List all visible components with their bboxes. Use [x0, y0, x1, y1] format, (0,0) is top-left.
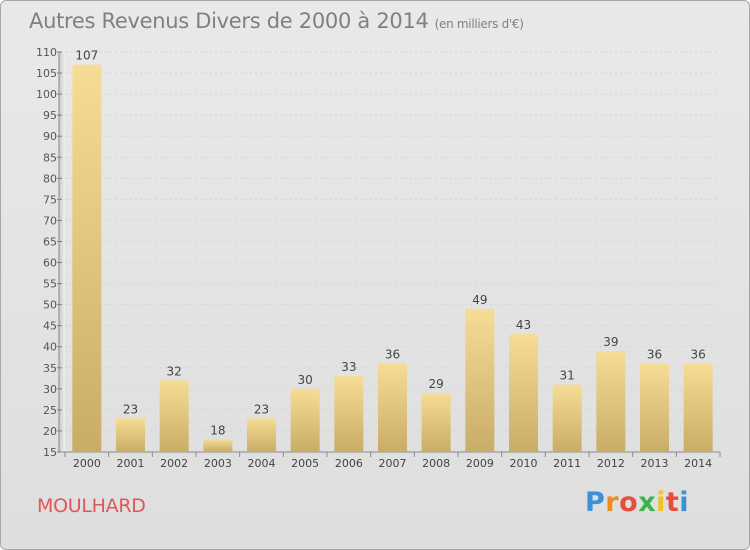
x-tick-label: 2005	[291, 457, 319, 470]
data-label: 33	[341, 360, 356, 374]
x-tick-label: 2010	[510, 457, 538, 470]
data-label: 30	[298, 373, 313, 387]
bar	[509, 334, 538, 452]
x-tick-label: 2001	[117, 457, 145, 470]
logo-letter: P	[585, 487, 606, 518]
y-tick-label: 90	[43, 130, 57, 143]
y-tick-label: 20	[43, 425, 57, 438]
bar	[378, 363, 407, 452]
x-tick-label: 2002	[160, 457, 188, 470]
bar	[290, 388, 320, 452]
x-tick-label: 2006	[335, 457, 363, 470]
bar	[552, 384, 582, 452]
y-tick-label: 60	[43, 257, 57, 270]
logo-letter: o	[619, 487, 639, 518]
y-tick-label: 55	[43, 278, 57, 291]
y-tick-label: 65	[43, 235, 57, 248]
logo-letter: i	[656, 487, 666, 518]
bar	[247, 418, 276, 452]
y-tick-label: 40	[43, 341, 57, 354]
x-tick-label: 2008	[422, 457, 450, 470]
x-tick-label: 2000	[73, 457, 101, 470]
data-label: 23	[254, 402, 269, 416]
logo-letter: r	[605, 487, 620, 518]
data-label: 49	[472, 293, 487, 307]
bar	[334, 376, 364, 452]
y-tick-label: 105	[36, 67, 57, 80]
y-tick-label: 100	[36, 88, 57, 101]
y-tick-label: 75	[43, 193, 57, 206]
plot-wall	[59, 52, 65, 452]
bar	[421, 393, 451, 452]
data-label: 36	[385, 348, 400, 362]
logo-letter: t	[665, 487, 680, 518]
x-tick-label: 2004	[248, 457, 276, 470]
data-label: 36	[647, 348, 662, 362]
bar	[159, 380, 189, 452]
x-tick-label: 2014	[684, 457, 712, 470]
bar	[596, 350, 626, 452]
y-tick-label: 35	[43, 362, 57, 375]
bar	[640, 363, 669, 452]
bar	[72, 64, 102, 452]
data-label: 36	[691, 348, 706, 362]
data-label: 39	[603, 335, 618, 349]
y-tick-label: 50	[43, 299, 57, 312]
data-label: 43	[516, 318, 531, 332]
y-tick-label: 15	[43, 446, 57, 459]
bar	[683, 363, 713, 452]
x-tick-label: 2003	[204, 457, 232, 470]
y-tick-label: 30	[43, 383, 57, 396]
data-label: 107	[75, 49, 98, 63]
bar	[116, 418, 145, 452]
y-tick-label: 80	[43, 172, 57, 185]
chart-title-text: Autres Revenus Divers de 2000 à 2014	[29, 9, 429, 33]
y-tick-label: 85	[43, 151, 57, 164]
chart-title: Autres Revenus Divers de 2000 à 2014 (en …	[29, 9, 524, 33]
y-tick-label: 110	[36, 46, 57, 59]
logo-letter: x	[638, 487, 657, 518]
data-label: 31	[560, 369, 575, 383]
y-tick-label: 45	[43, 320, 57, 333]
logo-letter: i	[679, 487, 690, 518]
x-tick-label: 2012	[597, 457, 625, 470]
proxiti-logo[interactable]: Proxiti	[585, 487, 689, 518]
chart-unit: (en milliers d'€)	[434, 17, 524, 31]
data-label: 18	[210, 423, 225, 437]
y-tick-label: 25	[43, 404, 57, 417]
bar	[465, 308, 495, 452]
data-label: 23	[123, 402, 138, 416]
commune-name: MOULHARD	[37, 495, 146, 517]
y-tick-label: 70	[43, 214, 57, 227]
x-tick-label: 2013	[641, 457, 669, 470]
x-tick-label: 2011	[553, 457, 581, 470]
bar	[203, 439, 233, 452]
data-label: 32	[167, 364, 182, 378]
x-tick-label: 2007	[379, 457, 407, 470]
y-tick-label: 95	[43, 109, 57, 122]
x-tick-label: 2009	[466, 457, 494, 470]
data-label: 29	[429, 377, 444, 391]
